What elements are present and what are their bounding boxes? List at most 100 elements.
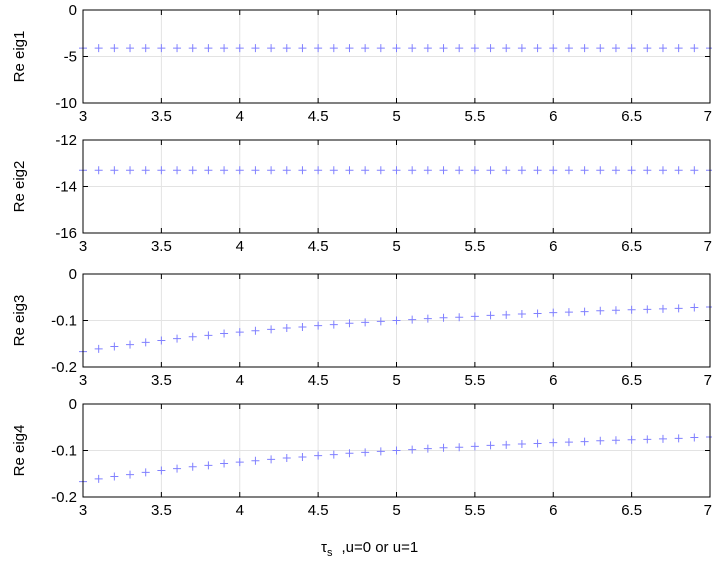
data-point [690, 44, 699, 53]
data-point [643, 305, 652, 314]
data-point [110, 342, 119, 351]
data-point [564, 438, 573, 447]
data-point [235, 44, 244, 53]
data-point [470, 312, 479, 321]
data-point [329, 166, 338, 175]
data-point [173, 44, 182, 53]
data-point [706, 44, 712, 53]
data-point [173, 464, 182, 473]
data-point [455, 44, 464, 53]
y-axis-label: Re eig1 [11, 31, 28, 83]
data-point [267, 166, 276, 175]
data-point [220, 44, 229, 53]
data-point [502, 310, 511, 319]
data-point [345, 44, 354, 53]
data-point [658, 166, 667, 175]
data-point [423, 166, 432, 175]
data-point [282, 453, 291, 462]
y-tick-label: -16 [55, 225, 77, 242]
data-point [110, 166, 119, 175]
data-point [267, 44, 276, 53]
data-point [423, 314, 432, 323]
data-point [690, 166, 699, 175]
data-point [564, 308, 573, 317]
data-point [549, 166, 558, 175]
data-point [126, 166, 135, 175]
data-point [314, 321, 323, 330]
data-point [533, 166, 542, 175]
data-point [282, 166, 291, 175]
data-point [706, 303, 712, 312]
data-point [549, 308, 558, 317]
data-point [94, 166, 103, 175]
data-point [141, 468, 150, 477]
data-point [329, 320, 338, 329]
data-point [486, 44, 495, 53]
data-point [188, 332, 197, 341]
data-point [376, 166, 385, 175]
x-tick-label: 4.5 [308, 372, 329, 389]
data-point [455, 443, 464, 452]
data-point [408, 166, 417, 175]
x-tick-label: 3.5 [151, 502, 172, 519]
subplots: 3 3.5 4 4.5 5 5.5 6 6.5 7 0 -5 -10 Re eig1 3 3.5 4 4.5 5 5… [11, 2, 712, 519]
x-tick-label: 6 [549, 238, 557, 255]
y-tick-label: -12 [55, 132, 77, 149]
data-point [392, 166, 401, 175]
data-point [533, 309, 542, 318]
x-tick-label: 3.5 [151, 108, 172, 125]
data-point [533, 439, 542, 448]
data-point [110, 44, 119, 53]
x-tick-label: 4.5 [308, 108, 329, 125]
data-point [611, 436, 620, 445]
data-point [580, 437, 589, 446]
x-tick-label: 4.5 [308, 502, 329, 519]
x-axis-label-subscript: s [327, 547, 333, 559]
x-tick-label: 5 [392, 372, 400, 389]
x-tick-label: 7 [704, 238, 712, 255]
data-point [596, 306, 605, 315]
x-tick-label: 3 [79, 108, 87, 125]
data-point [345, 449, 354, 458]
data-point [298, 453, 307, 462]
data-point [251, 456, 260, 465]
data-point [251, 166, 260, 175]
data-point [611, 306, 620, 315]
x-tick-label: 3.5 [151, 372, 172, 389]
x-tick-label: 5.5 [464, 502, 485, 519]
data-point [611, 166, 620, 175]
x-tick-label: 5.5 [464, 372, 485, 389]
x-axis-label-symbol: τ [321, 539, 327, 556]
x-tick-label: 7 [704, 372, 712, 389]
data-point [267, 455, 276, 464]
data-point [110, 472, 119, 481]
data-point [188, 44, 197, 53]
y-tick-label: 0 [69, 266, 77, 283]
data-point [157, 336, 166, 345]
y-tick-label: -0.2 [51, 359, 77, 376]
data-point [627, 166, 636, 175]
data-point [549, 44, 558, 53]
data-point [267, 325, 276, 334]
data-point [157, 166, 166, 175]
data-point [126, 44, 135, 53]
data-point [157, 44, 166, 53]
data-point [235, 458, 244, 467]
data-point [282, 44, 291, 53]
data-point [564, 44, 573, 53]
data-point [376, 317, 385, 326]
x-tick-label: 3 [79, 238, 87, 255]
data-point [423, 444, 432, 453]
data-point [298, 166, 307, 175]
data-point [486, 311, 495, 320]
subplot-1: 3 3.5 4 4.5 5 5.5 6 6.5 7 0 -5 -10 Re eig1 [11, 2, 712, 125]
data-point [611, 44, 620, 53]
data-point [141, 166, 150, 175]
data-point [392, 446, 401, 455]
data-point [658, 44, 667, 53]
data-point [361, 166, 370, 175]
data-point [141, 338, 150, 347]
data-point [204, 461, 213, 470]
data-point [564, 166, 573, 175]
